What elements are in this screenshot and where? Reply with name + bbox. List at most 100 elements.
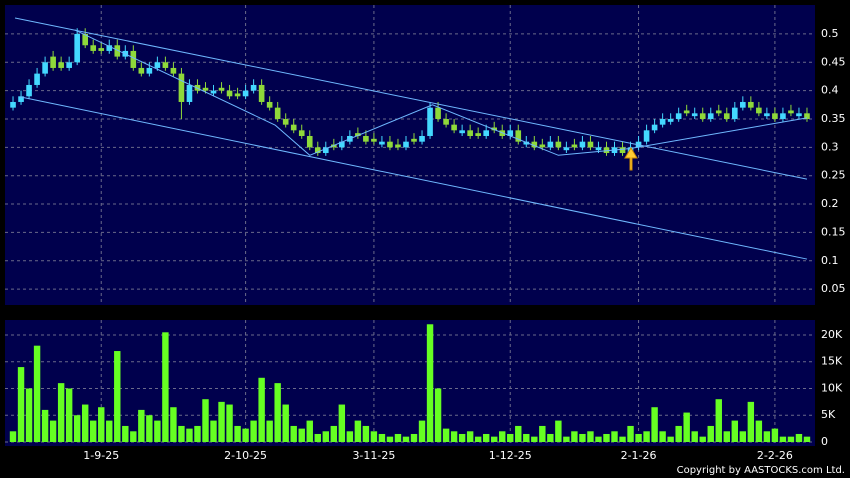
y-tick-label: 0.45 <box>821 55 846 68</box>
candle-body <box>659 118 666 125</box>
candle-body <box>491 127 498 131</box>
candle-body <box>58 62 64 68</box>
candle-body <box>411 138 417 142</box>
candle-body <box>274 107 281 119</box>
volume-bar <box>274 383 281 442</box>
candle-body <box>306 136 313 148</box>
x-tick-label: 2-10-25 <box>224 449 267 462</box>
volume-bar <box>170 407 177 442</box>
candle-body <box>667 118 674 122</box>
volume-bar <box>402 436 410 442</box>
volume-bar <box>362 425 370 442</box>
volume-bar <box>226 404 233 442</box>
volume-bar <box>651 407 658 442</box>
candle-body <box>154 62 161 68</box>
volume-bar <box>9 431 17 442</box>
volume-bar <box>41 409 49 442</box>
volume-bar <box>178 425 185 442</box>
candle-body <box>10 101 16 108</box>
volume-bar <box>579 433 586 442</box>
y-tick-label: 0.15 <box>821 225 846 238</box>
candle-body <box>210 90 217 94</box>
candle-body <box>363 136 369 142</box>
candle-body <box>114 45 121 57</box>
candle-body <box>515 130 522 142</box>
signal-arrow <box>624 147 638 171</box>
candle-body <box>772 113 778 119</box>
candle-body <box>42 62 48 74</box>
candle-body <box>355 133 361 137</box>
x-tick-label: 1-12-25 <box>489 449 532 462</box>
x-tick-label: 2-1-26 <box>621 449 657 462</box>
volume-bar <box>619 436 626 442</box>
candle-body <box>731 107 738 119</box>
volume-bar <box>434 388 442 442</box>
candle-body <box>82 33 89 46</box>
candle-body <box>595 147 602 151</box>
candle-body <box>723 113 730 119</box>
volume-bar <box>643 431 650 442</box>
volume-bar <box>523 433 530 442</box>
volume-bar <box>587 431 594 442</box>
volume-bar <box>282 404 289 442</box>
candle-body <box>322 147 329 154</box>
candle-body <box>691 113 698 117</box>
volume-bar <box>194 425 201 442</box>
y-tick-label: 15K <box>821 355 843 368</box>
volume-bar <box>65 388 73 442</box>
volume-bar <box>683 412 690 442</box>
candle-body <box>740 101 746 108</box>
volume-bar <box>290 425 297 442</box>
x-tick-label: 1-9-25 <box>83 449 119 462</box>
y-tick-label: 20K <box>821 328 843 341</box>
volume-bar <box>547 433 554 442</box>
volume-bar <box>482 433 490 442</box>
candle-body <box>707 113 714 119</box>
volume-bar <box>98 407 105 442</box>
candle-body <box>178 73 185 102</box>
y-tick-label: 5K <box>821 408 836 421</box>
volume-bar <box>114 351 121 442</box>
candle-body <box>50 56 56 68</box>
volume-bar <box>563 436 570 442</box>
candle-body <box>756 107 762 114</box>
volume-bar <box>466 431 474 442</box>
volume-bar <box>298 428 305 442</box>
volume-bar <box>202 399 209 442</box>
x-tick-label: 3-11-25 <box>352 449 395 462</box>
volume-bar <box>122 425 129 442</box>
candle-body <box>547 141 554 148</box>
volume-bar <box>715 399 722 442</box>
y-tick-label: 0.4 <box>821 84 839 97</box>
volume-bar <box>330 425 338 442</box>
volume-bar <box>474 436 482 442</box>
candle-body <box>507 130 514 137</box>
volume-bar <box>499 431 506 442</box>
candle-body <box>435 107 441 119</box>
candle-body <box>531 141 538 148</box>
volume-bar <box>755 420 763 442</box>
volume-bar <box>595 436 602 442</box>
candle-body <box>202 87 209 91</box>
y-tick-label: 0.3 <box>821 140 839 153</box>
candle-body <box>282 118 289 125</box>
candle-body <box>242 90 249 97</box>
volume-bar <box>17 367 25 442</box>
volume-bar <box>771 428 779 442</box>
candle-body <box>796 113 802 117</box>
candle-body <box>146 67 153 74</box>
volume-bar <box>779 436 787 442</box>
candle-body <box>34 73 40 85</box>
candle-body <box>475 133 481 137</box>
candle-body <box>226 90 233 97</box>
candle-body <box>403 141 409 148</box>
volume-bar <box>442 428 450 442</box>
candle-body <box>683 110 690 114</box>
candle-body <box>162 62 169 68</box>
volume-bar <box>354 420 362 442</box>
x-tick-label: 2-2-26 <box>757 449 793 462</box>
candle-body <box>130 50 137 68</box>
candle-body <box>170 67 177 74</box>
